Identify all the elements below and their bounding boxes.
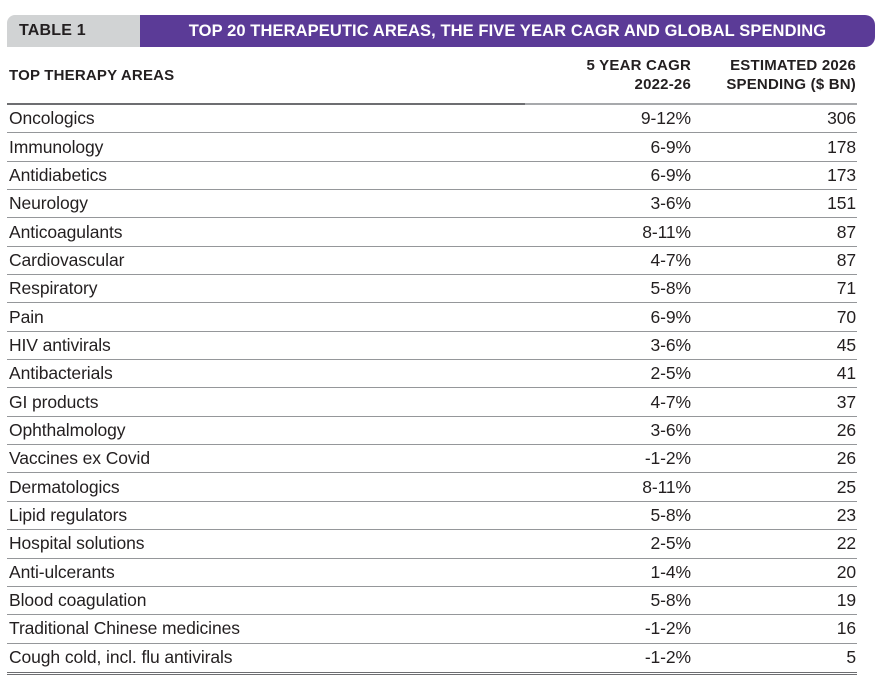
spending-cell: 45 [836,334,856,355]
table-row: GI products 4-7% 37 [7,388,857,417]
table-row: Vaccines ex Covid -1-2% 26 [7,445,857,474]
table-row: Ophthalmology 3-6% 26 [7,417,857,446]
cagr-cell: 5-8% [650,590,692,611]
header-rule [7,103,857,105]
column-header-therapy-areas: TOP THERAPY AREAS [9,66,175,84]
spending-cell: 5 [846,647,856,668]
cagr-cell: 3-6% [650,193,692,214]
table-row: Pain 6-9% 70 [7,303,857,332]
spending-cell: 71 [836,278,856,299]
column-header-spending: ESTIMATED 2026 SPENDING ($ BN) [703,56,857,94]
table-row: Lipid regulators 5-8% 23 [7,502,857,531]
column-header-cagr-line1: 5 YEAR CAGR [586,57,691,74]
therapy-area-cell: Ophthalmology [9,419,126,440]
column-header-row: TOP THERAPY AREAS 5 YEAR CAGR 2022-26 ES… [7,47,857,103]
therapy-area-cell: Hospital solutions [9,533,145,554]
therapy-area-cell: GI products [9,391,99,412]
table-header-band: TABLE 1 TOP 20 THERAPEUTIC AREAS, THE FI… [7,15,875,47]
spending-cell: 16 [836,618,856,639]
cagr-cell: 6-9% [650,306,692,327]
cagr-cell: 2-5% [650,363,692,384]
spending-cell: 173 [827,164,856,185]
therapy-area-cell: Antidiabetics [9,164,107,185]
table-row: Anticoagulants 8-11% 87 [7,218,857,247]
therapy-area-cell: Neurology [9,193,88,214]
therapy-area-cell: HIV antivirals [9,334,111,355]
therapy-area-cell: Anticoagulants [9,221,123,242]
spending-cell: 19 [836,590,856,611]
therapy-area-cell: Dermatologics [9,476,120,497]
spending-cell: 151 [827,193,856,214]
cagr-cell: 6-9% [650,164,692,185]
table-row: Anti-ulcerants 1-4% 20 [7,559,857,587]
spending-cell: 23 [836,504,856,525]
cagr-cell: 3-6% [650,419,692,440]
therapy-area-cell: Pain [9,306,44,327]
therapy-area-cell: Respiratory [9,278,98,299]
column-header-spending-line1: ESTIMATED 2026 [730,57,856,74]
cagr-cell: 5-8% [650,504,692,525]
therapy-area-cell: Traditional Chinese medicines [9,618,240,639]
spending-cell: 41 [836,363,856,384]
cagr-cell: 2-5% [650,533,692,554]
spending-cell: 26 [836,419,856,440]
cagr-cell: 5-8% [650,278,692,299]
cagr-cell: -1-2% [644,618,691,639]
table-row: Traditional Chinese medicines -1-2% 16 [7,615,857,644]
therapy-area-cell: Anti-ulcerants [9,561,115,582]
table-row: Cardiovascular 4-7% 87 [7,247,857,276]
table-body: Oncologics 9-12% 306 Immunology 6-9% 178… [7,105,857,672]
cagr-cell: 8-11% [642,221,691,242]
table-title: TOP 20 THERAPEUTIC AREAS, THE FIVE YEAR … [140,15,875,47]
therapy-area-cell: Vaccines ex Covid [9,448,150,469]
cagr-cell: 4-7% [650,391,692,412]
cagr-cell: 8-11% [642,476,691,497]
table-row: Neurology 3-6% 151 [7,190,857,219]
cagr-cell: -1-2% [644,647,691,668]
therapy-area-cell: Antibacterials [9,363,113,384]
spending-cell: 87 [836,221,856,242]
therapy-area-cell: Cardiovascular [9,249,125,270]
spending-cell: 37 [836,391,856,412]
cagr-cell: -1-2% [644,448,691,469]
table-number-label: TABLE 1 [7,15,140,47]
cagr-cell: 9-12% [640,108,691,129]
table-row: Antibacterials 2-5% 41 [7,360,857,389]
spending-cell: 25 [836,476,856,497]
spending-cell: 20 [836,561,856,582]
therapy-area-cell: Blood coagulation [9,590,147,611]
column-header-cagr: 5 YEAR CAGR 2022-26 [525,56,703,94]
spending-cell: 70 [836,306,856,327]
spending-cell: 26 [836,448,856,469]
therapy-area-cell: Immunology [9,136,104,157]
therapy-area-cell: Lipid regulators [9,504,128,525]
table-row: Oncologics 9-12% 306 [7,105,857,134]
therapy-area-cell: Cough cold, incl. flu antivirals [9,647,233,668]
cagr-cell: 1-4% [650,561,692,582]
spending-cell: 22 [836,533,856,554]
table-row: Cough cold, incl. flu antivirals -1-2% 5 [7,644,857,672]
bottom-rule [7,671,857,675]
therapy-area-cell: Oncologics [9,108,95,129]
spending-cell: 87 [836,249,856,270]
table-row: Respiratory 5-8% 71 [7,275,857,304]
table-row: Dermatologics 8-11% 25 [7,473,857,502]
table-row: Hospital solutions 2-5% 22 [7,530,857,559]
cagr-cell: 6-9% [650,136,692,157]
column-header-cagr-line2: 2022-26 [634,76,691,93]
table-row: Immunology 6-9% 178 [7,133,857,162]
table-row: Blood coagulation 5-8% 19 [7,587,857,616]
cagr-cell: 4-7% [650,249,692,270]
column-header-spending-line2: SPENDING ($ BN) [726,76,856,93]
table-row: HIV antivirals 3-6% 45 [7,332,857,361]
table-row: Antidiabetics 6-9% 173 [7,162,857,191]
spending-cell: 178 [827,136,856,157]
cagr-cell: 3-6% [650,334,692,355]
spending-cell: 306 [827,108,856,129]
